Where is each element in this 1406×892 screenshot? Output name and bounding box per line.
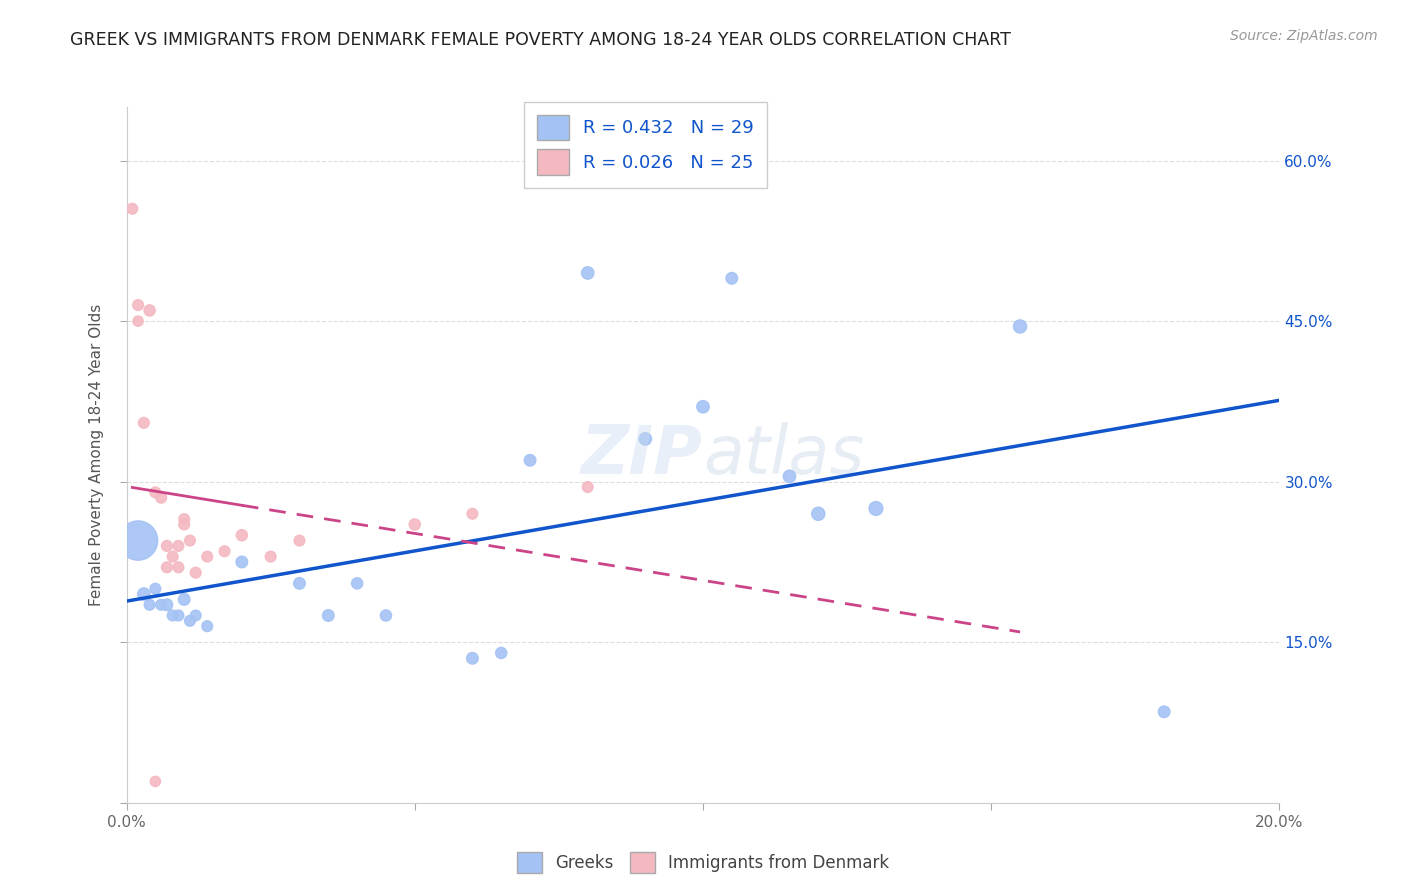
Point [145, 485, 166, 500]
Point [346, 576, 368, 591]
Point [138, 303, 160, 318]
Point [231, 555, 253, 569]
Point [145, 582, 166, 596]
Point [184, 566, 207, 580]
Point [374, 608, 398, 623]
Point [184, 608, 207, 623]
Point [404, 517, 426, 532]
Point [173, 512, 195, 526]
Point [173, 517, 195, 532]
Point [720, 271, 742, 285]
Point [634, 432, 657, 446]
Point [779, 469, 801, 483]
Point [127, 298, 149, 312]
Point [162, 608, 184, 623]
Point [318, 608, 340, 623]
Point [288, 533, 311, 548]
Text: GREEK VS IMMIGRANTS FROM DENMARK FEMALE POVERTY AMONG 18-24 YEAR OLDS CORRELATIO: GREEK VS IMMIGRANTS FROM DENMARK FEMALE … [70, 31, 1011, 49]
Point [173, 592, 195, 607]
Point [156, 598, 179, 612]
Text: atlas: atlas [703, 422, 865, 488]
Point [288, 576, 311, 591]
Legend: R = 0.432   N = 29, R = 0.026   N = 25: R = 0.432 N = 29, R = 0.026 N = 25 [524, 103, 766, 187]
Point [576, 480, 599, 494]
Point [214, 544, 236, 558]
Point [167, 608, 190, 623]
Point [489, 646, 512, 660]
Point [576, 266, 599, 280]
Point [519, 453, 541, 467]
Text: ZIP: ZIP [581, 422, 703, 488]
Point [179, 614, 201, 628]
Point [167, 560, 190, 574]
Point [195, 549, 218, 564]
Point [1008, 319, 1031, 334]
Point [692, 400, 714, 414]
Point [121, 202, 143, 216]
Point [132, 416, 155, 430]
Point [156, 539, 179, 553]
Point [195, 619, 218, 633]
Point [167, 539, 190, 553]
Point [150, 598, 173, 612]
Point [461, 507, 484, 521]
Point [132, 587, 155, 601]
Point [127, 314, 149, 328]
Point [259, 549, 281, 564]
Legend: Greeks, Immigrants from Denmark: Greeks, Immigrants from Denmark [510, 846, 896, 880]
Point [162, 549, 184, 564]
Point [138, 598, 160, 612]
Point [461, 651, 484, 665]
Point [231, 528, 253, 542]
Point [1153, 705, 1175, 719]
Point [865, 501, 887, 516]
Point [145, 774, 166, 789]
Point [127, 533, 149, 548]
Y-axis label: Female Poverty Among 18-24 Year Olds: Female Poverty Among 18-24 Year Olds [89, 304, 104, 606]
Text: Source: ZipAtlas.com: Source: ZipAtlas.com [1230, 29, 1378, 43]
Point [179, 533, 201, 548]
Point [150, 491, 173, 505]
Point [156, 560, 179, 574]
Point [807, 507, 830, 521]
